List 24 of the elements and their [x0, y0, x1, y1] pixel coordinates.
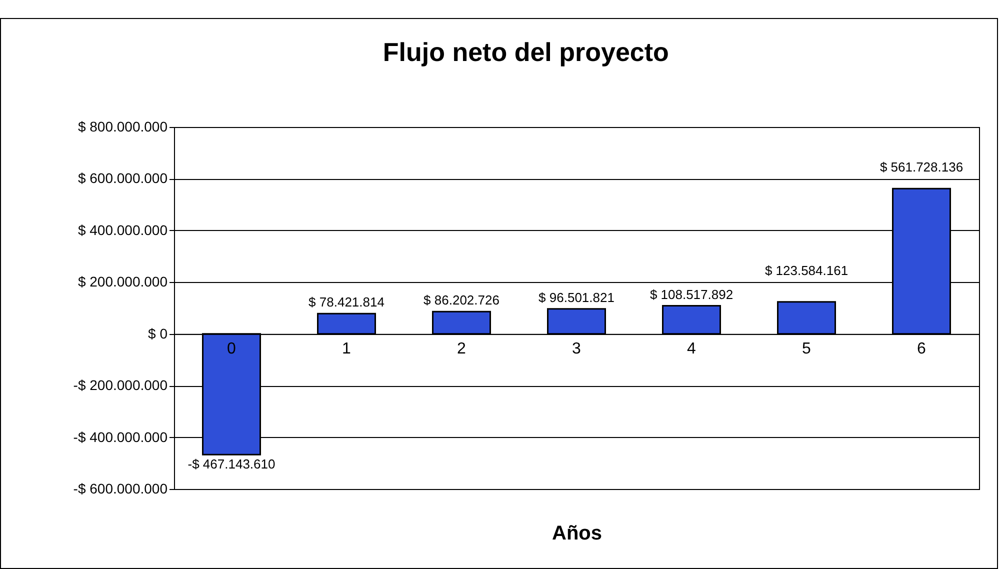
- data-label: $ 108.517.892: [650, 286, 734, 302]
- x-tick-label: 6: [917, 340, 926, 358]
- y-tick-label: $ 400.000.000: [78, 222, 168, 238]
- data-label: $ 123.584.161: [764, 263, 848, 278]
- data-label: $ 96.501.821: [538, 290, 614, 305]
- y-tick-label: $ 600.000.000: [78, 170, 168, 186]
- y-tick-label: -$ 400.000.000: [73, 428, 168, 445]
- y-tick-label: $ 0: [148, 325, 168, 342]
- y-tick-label: $ 800.000.000: [78, 118, 168, 134]
- x-tick-label: 3: [572, 340, 582, 358]
- y-tick-label: -$ 200.000.000: [73, 377, 168, 394]
- x-tick-label: 1: [342, 340, 352, 358]
- data-label: -$ 467.143.610: [188, 456, 276, 472]
- chart-title: Flujo neto del proyecto: [382, 37, 669, 67]
- data-label: $ 561.728.136: [880, 160, 964, 175]
- x-tick-label: 5: [802, 340, 812, 358]
- x-axis-title: Años: [552, 522, 602, 544]
- y-tick-label: -$ 600.000.000: [73, 480, 168, 496]
- x-tick-label: 4: [687, 340, 696, 358]
- data-label: $ 86.202.726: [424, 292, 500, 308]
- x-tick-label: 2: [457, 340, 466, 358]
- x-tick-label: 0: [227, 340, 236, 358]
- data-label: $ 78.421.814: [308, 294, 384, 310]
- y-tick-label: $ 200.000.000: [78, 274, 168, 290]
